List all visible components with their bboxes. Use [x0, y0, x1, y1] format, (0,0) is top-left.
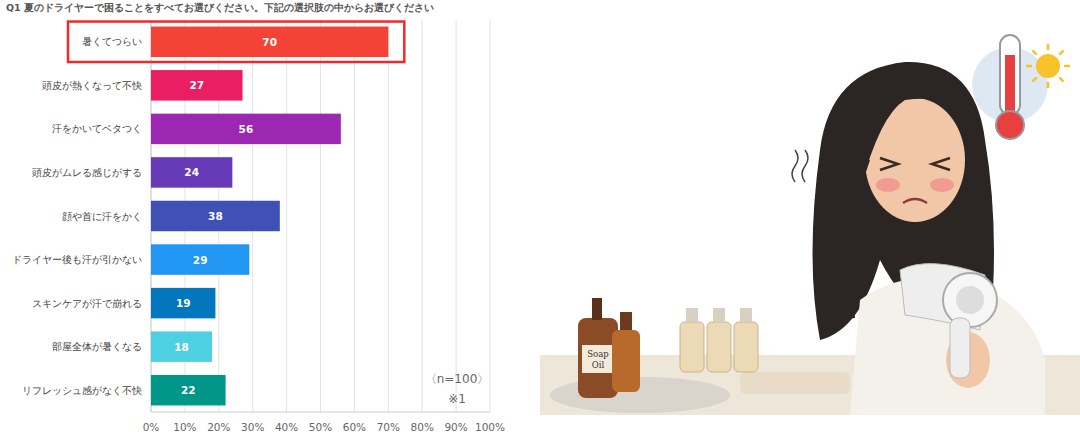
data-label: 29	[193, 254, 208, 266]
axis-line	[151, 412, 490, 413]
data-label: 70	[262, 36, 277, 48]
mouth	[903, 199, 927, 203]
bottle-cap	[686, 308, 698, 322]
category-label: リフレッシュ感がなく不快	[22, 385, 142, 396]
sun-ray	[1059, 50, 1063, 54]
bottle-cap	[620, 312, 632, 330]
tick-label: 0%	[143, 421, 160, 433]
grid-line	[490, 20, 491, 412]
tick-label: 70%	[377, 421, 400, 433]
tick-label: 50%	[309, 421, 332, 433]
towel	[740, 372, 850, 394]
tick-label: 10%	[173, 421, 196, 433]
annotation: ※1	[448, 392, 466, 406]
sun-ray	[1064, 65, 1070, 68]
illustration: SoapOil	[540, 35, 1080, 415]
grid-line	[354, 20, 355, 412]
data-label: 27	[189, 79, 204, 91]
grid-line	[320, 20, 321, 412]
blush	[930, 178, 954, 192]
category-label: 汗をかいてベタつく	[52, 123, 142, 134]
dryer-back	[943, 273, 997, 327]
grid-line	[286, 20, 287, 412]
data-label: 18	[174, 341, 189, 353]
eye	[932, 158, 950, 170]
data-label: 19	[176, 297, 191, 309]
hair	[829, 150, 870, 320]
bar	[151, 201, 280, 231]
bottle-text: Oil	[592, 360, 605, 370]
tick-label: 90%	[444, 421, 467, 433]
bottle-label	[582, 345, 614, 373]
canvas: Q1 夏のドライヤーで困ることをすべてお選びください。下記の選択肢の中からお選び…	[0, 0, 1080, 444]
sun-ray	[1047, 82, 1050, 88]
dryer-grill	[956, 286, 984, 314]
category-label: 暑くてつらい	[82, 36, 142, 47]
blush	[876, 178, 900, 192]
bar	[151, 114, 341, 144]
bottle-text: Soap	[587, 349, 609, 359]
annotation: 〈n=100〉	[425, 372, 490, 386]
bar	[151, 288, 215, 318]
sun-ray	[1032, 50, 1036, 54]
bottle-cap	[592, 298, 602, 320]
eye	[880, 158, 898, 170]
bar	[151, 244, 249, 274]
title: Q1 夏のドライヤーで困ることをすべてお選びください。下記の選択肢の中からお選び…	[6, 2, 434, 14]
bottle	[707, 322, 731, 372]
data-label: 38	[208, 210, 223, 222]
sun-ray	[1026, 65, 1032, 68]
category-label: 頭皮が熱くなって不快	[42, 80, 142, 91]
bar	[151, 70, 243, 100]
tick-label: 100%	[475, 421, 505, 433]
hair	[860, 95, 965, 190]
dryer-handle	[950, 318, 970, 378]
tick-label: 60%	[343, 421, 366, 433]
bottle	[612, 330, 640, 392]
grid	[151, 20, 490, 412]
highlight-box	[68, 22, 404, 62]
thermometer	[1000, 35, 1020, 115]
category-label: ドライヤー後も汗が引かない	[12, 254, 142, 265]
steam	[792, 150, 808, 182]
bottle	[734, 322, 758, 372]
tick-label: 80%	[411, 421, 434, 433]
tick-label: 40%	[275, 421, 298, 433]
bottle-cap	[740, 308, 752, 322]
grid-line	[388, 20, 389, 412]
data-label: 24	[184, 166, 199, 178]
bars	[151, 27, 388, 406]
thermo-bulb	[996, 111, 1024, 139]
bottle	[680, 322, 704, 372]
sun	[1036, 54, 1060, 78]
bar	[151, 331, 212, 361]
sun-ray	[1059, 77, 1063, 81]
sun-ray	[1032, 77, 1036, 81]
tick-label: 30%	[241, 421, 264, 433]
data-label: 56	[239, 123, 254, 135]
data-label: 22	[181, 384, 196, 396]
category-label: 部屋全体が暑くなる	[52, 341, 142, 352]
bar	[151, 157, 232, 187]
bottle-cap	[713, 308, 725, 322]
grid-line	[456, 20, 457, 412]
category-label: 顔や首に汗をかく	[62, 211, 142, 222]
thermo-mercury	[1005, 55, 1015, 115]
category-label: 頭皮がムレる感じがする	[32, 167, 142, 178]
bar	[151, 375, 226, 405]
grid-line	[422, 20, 423, 412]
sun-ray	[1047, 44, 1050, 50]
tick-label: 20%	[207, 421, 230, 433]
bar	[151, 27, 388, 57]
category-label: スキンケアが汗で崩れる	[32, 298, 142, 309]
